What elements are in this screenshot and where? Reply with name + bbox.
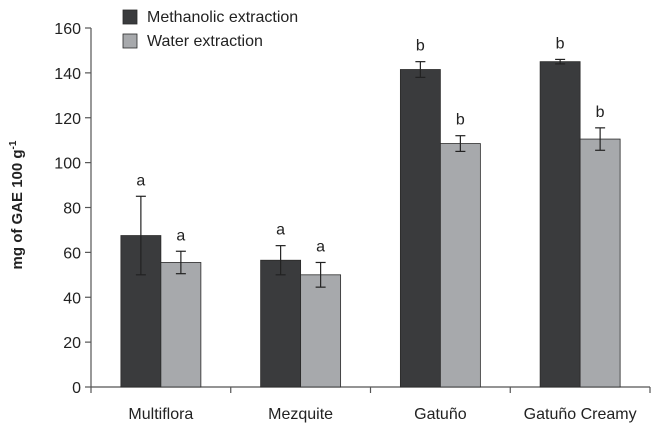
- x-tick-label: Gatuño: [414, 406, 467, 423]
- y-tick-label: 140: [54, 66, 81, 83]
- legend-label: Methanolic extraction: [147, 9, 298, 26]
- significance-label: a: [176, 227, 185, 244]
- bar: [579, 138, 621, 388]
- legend-swatch: [122, 33, 138, 49]
- y-tick-label: 100: [54, 156, 81, 173]
- x-tick-label: Mezquite: [268, 406, 333, 423]
- x-tick-label: Gatuño Creamy: [524, 406, 637, 423]
- y-axis-label: mg of GAE 100 g-1: [8, 140, 26, 269]
- significance-label: a: [136, 172, 145, 189]
- x-axis: Multiflora Mezquite Gatuño Gatuño Creamy: [90, 386, 651, 423]
- bar: [300, 274, 342, 388]
- bar: [260, 259, 302, 388]
- y-tick-label: 120: [54, 111, 81, 128]
- x-tick-label: Multiflora: [128, 406, 193, 423]
- y-tick-label: 160: [54, 21, 81, 38]
- legend-swatch: [122, 9, 138, 25]
- legend-label: Water extraction: [147, 33, 263, 50]
- bar: [439, 143, 481, 388]
- y-tick-label: 20: [63, 335, 81, 352]
- significance-label: b: [556, 35, 565, 52]
- y-tick-label: 40: [63, 290, 81, 307]
- significance-label: b: [596, 104, 605, 121]
- legend: Methanolic extraction Water extraction: [122, 9, 298, 50]
- y-axis: 0 20 40 60 80 100 120 140 160: [54, 21, 92, 397]
- y-tick-label: 80: [63, 201, 81, 218]
- bars: a a b b a a b b: [120, 35, 621, 388]
- significance-label: b: [416, 38, 425, 55]
- bar: [399, 69, 441, 388]
- bar: [160, 262, 202, 388]
- bar: [539, 61, 581, 388]
- significance-label: a: [316, 238, 325, 255]
- y-tick-label: 0: [72, 380, 81, 397]
- significance-label: b: [456, 112, 465, 129]
- bar: [120, 235, 162, 388]
- significance-label: a: [276, 222, 285, 239]
- y-tick-label: 60: [63, 245, 81, 262]
